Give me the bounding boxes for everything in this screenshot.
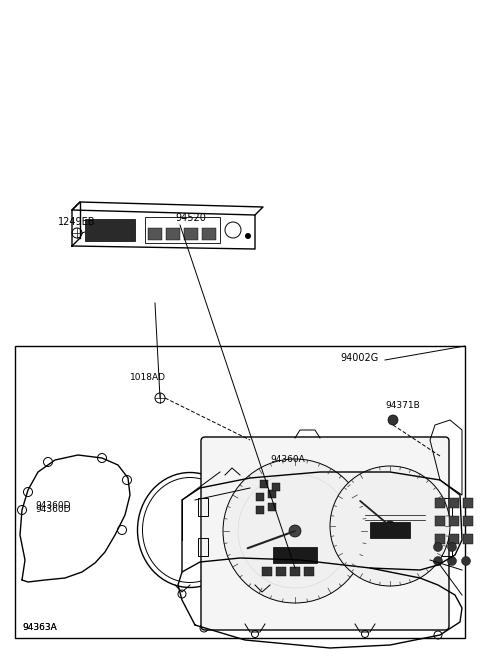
Text: 94371B: 94371B [385, 401, 420, 409]
Bar [435, 516, 445, 526]
Bar [290, 567, 300, 576]
Polygon shape [310, 510, 375, 572]
Circle shape [447, 543, 456, 552]
Text: 94363A: 94363A [22, 623, 57, 632]
Bar [260, 480, 268, 488]
Ellipse shape [252, 514, 304, 556]
FancyBboxPatch shape [201, 437, 449, 630]
Circle shape [461, 556, 470, 565]
Circle shape [433, 556, 443, 565]
Text: 94360D: 94360D [35, 501, 71, 510]
Bar [435, 498, 445, 508]
Bar [202, 228, 216, 240]
Bar [184, 228, 198, 240]
Bar [276, 567, 286, 576]
Circle shape [385, 521, 395, 531]
Circle shape [447, 556, 456, 565]
Bar [256, 493, 264, 501]
Bar [449, 516, 459, 526]
Bar [435, 534, 445, 544]
Circle shape [433, 543, 443, 552]
Ellipse shape [265, 525, 304, 555]
Ellipse shape [248, 515, 343, 575]
Circle shape [245, 233, 251, 239]
Bar [148, 228, 162, 240]
Bar [262, 567, 272, 576]
Bar [198, 538, 208, 556]
Bar [272, 483, 280, 491]
Bar [304, 567, 314, 576]
Bar [256, 506, 264, 514]
Bar [463, 498, 473, 508]
Bar [463, 516, 473, 526]
Bar [268, 490, 276, 498]
Bar [463, 534, 473, 544]
Circle shape [223, 459, 367, 603]
Bar [198, 498, 208, 516]
Text: 94360D: 94360D [35, 506, 71, 514]
Text: 94520: 94520 [175, 213, 206, 223]
Bar [268, 503, 276, 511]
Bar [370, 522, 410, 538]
Circle shape [289, 525, 301, 537]
Bar [442, 498, 452, 516]
Text: 1249EB: 1249EB [58, 217, 96, 227]
Text: 94002G: 94002G [340, 353, 378, 363]
Bar [85, 219, 135, 241]
Circle shape [330, 466, 450, 586]
Text: 1018AD: 1018AD [130, 373, 166, 382]
Bar [442, 538, 452, 556]
Bar [166, 228, 180, 240]
Text: 94363A: 94363A [22, 623, 57, 632]
Circle shape [388, 415, 398, 425]
Bar [145, 217, 220, 243]
Bar [15, 346, 465, 638]
Text: 94360A: 94360A [270, 455, 305, 464]
Bar [449, 498, 459, 508]
Bar [273, 547, 317, 563]
Bar [449, 534, 459, 544]
